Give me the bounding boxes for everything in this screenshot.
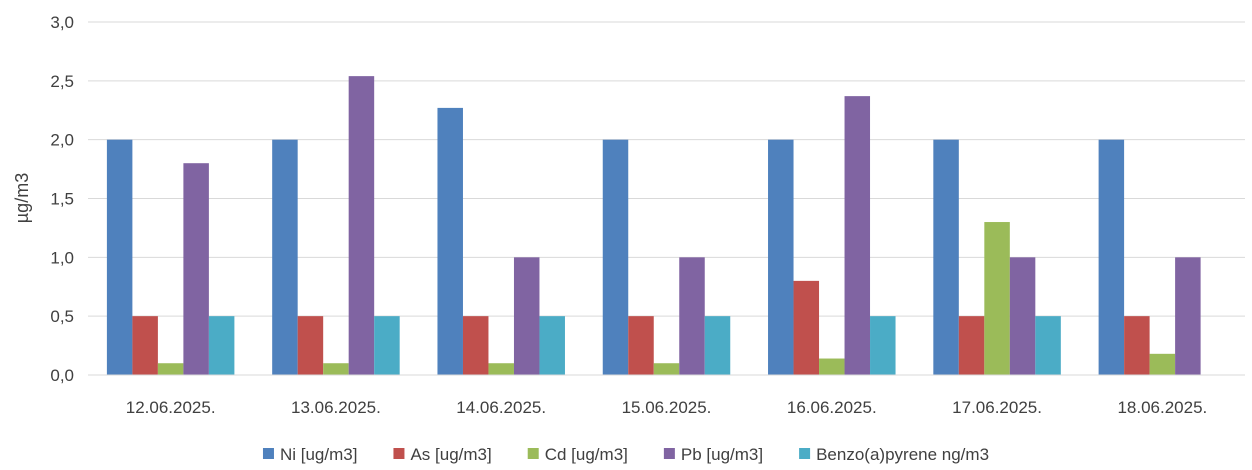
legend-swatch — [393, 448, 405, 459]
bar — [844, 96, 871, 375]
legend-item: Pb [ug/m3] — [663, 445, 763, 464]
bar — [679, 257, 705, 375]
bar — [1098, 139, 1125, 375]
bar — [653, 363, 680, 375]
x-axis-ticks: 12.06.2025. 13.06.2025. 14.06.2025. 15.06.2… — [126, 398, 1208, 417]
bar — [602, 139, 629, 375]
bar — [870, 316, 896, 375]
bar — [984, 222, 1010, 375]
x-tick-label: 14.06.2025. — [456, 398, 546, 417]
y-tick-label: 2,5 — [50, 72, 74, 91]
legend-item: Ni [ug/m3] — [262, 445, 357, 464]
y-axis-title: µg/m3 — [12, 173, 32, 223]
bar — [106, 139, 133, 375]
bar — [297, 316, 324, 375]
bar — [1149, 353, 1176, 375]
y-tick-label: 0,5 — [50, 307, 74, 326]
x-tick-label: 13.06.2025. — [291, 398, 381, 417]
bar — [793, 280, 820, 375]
bar — [1124, 316, 1150, 375]
bar — [488, 363, 514, 375]
y-tick-label: 1,5 — [50, 190, 74, 209]
bar — [704, 316, 731, 375]
bar — [132, 316, 158, 375]
y-tick-label: 3,0 — [50, 13, 74, 32]
bar — [1175, 257, 1201, 375]
legend: Ni [ug/m3] As [ug/m3] Cd [ug/m3] Pb [ug/m3]… — [262, 445, 989, 464]
bar — [933, 139, 959, 375]
legend-swatch — [262, 448, 274, 459]
legend-item: As [ug/m3] — [393, 445, 492, 464]
legend-item: Cd [ug/m3] — [527, 445, 628, 464]
bar — [513, 257, 540, 375]
bar — [272, 139, 298, 375]
legend-label: Pb [ug/m3] — [681, 445, 763, 464]
bar — [1035, 316, 1061, 375]
legend-label: As [ug/m3] — [410, 445, 491, 464]
bar — [462, 316, 489, 375]
bar — [348, 76, 375, 376]
legend-swatch — [799, 448, 811, 459]
x-tick-label: 16.06.2025. — [787, 398, 877, 417]
y-tick-label: 2,0 — [50, 131, 74, 150]
bar — [539, 316, 565, 375]
y-tick-label: 1,0 — [50, 248, 74, 267]
legend-swatch — [527, 448, 539, 459]
bar — [768, 139, 794, 375]
legend-swatch — [663, 448, 675, 459]
legend-label: Benzo(a)pyrene ng/m3 — [816, 445, 989, 464]
bar — [628, 316, 654, 375]
bar — [374, 316, 400, 375]
x-tick-label: 18.06.2025. — [1117, 398, 1207, 417]
bar — [323, 363, 349, 375]
y-axis-ticks: 0,0 0,5 1,0 1,5 2,0 2,5 3,0 — [50, 13, 74, 385]
bar — [1009, 257, 1036, 375]
gridlines — [88, 21, 1245, 317]
legend-item: Benzo(a)pyrene ng/m3 — [799, 445, 989, 464]
y-tick-label: 0,0 — [50, 366, 74, 385]
x-tick-label: 17.06.2025. — [952, 398, 1042, 417]
bar — [437, 107, 463, 375]
x-tick-label: 15.06.2025. — [622, 398, 712, 417]
bars — [106, 76, 1201, 376]
legend-label: Cd [ug/m3] — [545, 445, 628, 464]
bar — [183, 163, 209, 375]
bar — [819, 358, 845, 375]
legend-label: Ni [ug/m3] — [280, 445, 357, 464]
x-tick-label: 12.06.2025. — [126, 398, 216, 417]
bar — [958, 316, 985, 375]
bar — [157, 363, 184, 375]
bar — [208, 316, 235, 375]
